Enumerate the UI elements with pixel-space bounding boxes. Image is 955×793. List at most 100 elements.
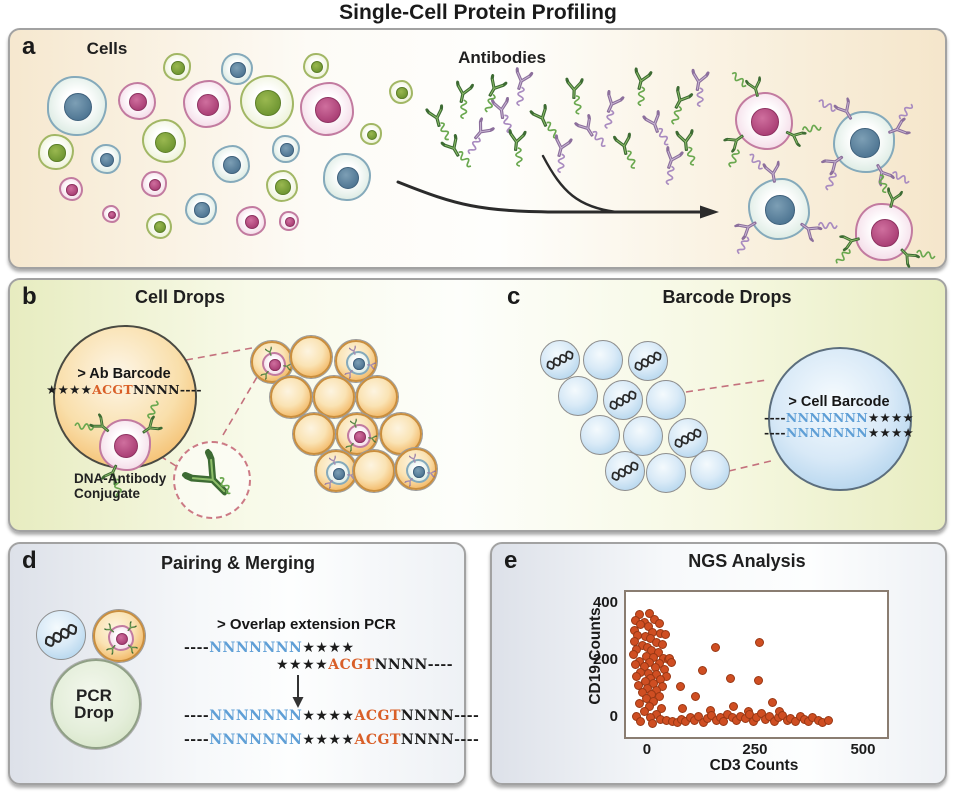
orange-droplet bbox=[293, 413, 335, 455]
cell-green bbox=[266, 170, 298, 202]
antibody-icon bbox=[820, 150, 848, 177]
antibody-icon bbox=[260, 369, 271, 381]
antibody-icon bbox=[839, 231, 863, 252]
antibody-icon bbox=[328, 455, 338, 466]
sequence-segment: ★★★★ bbox=[276, 657, 329, 673]
free-antibody-icon bbox=[656, 145, 685, 186]
antibody-icon bbox=[344, 368, 355, 380]
sequence-segment: ACGT bbox=[328, 657, 375, 673]
data-point bbox=[645, 701, 655, 711]
dna-tag-squiggle bbox=[817, 221, 838, 230]
x-tick-label: 250 bbox=[742, 741, 768, 758]
antibody-icon bbox=[832, 96, 858, 124]
antibody-icon bbox=[346, 471, 356, 480]
nucleus bbox=[315, 97, 341, 123]
data-point bbox=[725, 673, 735, 683]
antibody-icon bbox=[124, 620, 137, 633]
panel-e-letter: e bbox=[504, 547, 518, 574]
data-point bbox=[656, 703, 666, 713]
sequence-segment: ACGT bbox=[354, 708, 401, 724]
sequence-segment: NNNNNNN bbox=[209, 708, 303, 724]
nucleus bbox=[353, 358, 365, 370]
free-antibody-icon bbox=[547, 133, 573, 174]
nucleus bbox=[99, 152, 115, 168]
sequence-segment: ★★★★ bbox=[302, 640, 355, 656]
dna-helix-icon bbox=[607, 388, 639, 413]
blue-droplet bbox=[580, 415, 620, 455]
panel-e: e NGS Analysis 0 250 500 0 200 400 CD3 Counts… bbox=[490, 542, 947, 785]
nucleus bbox=[154, 131, 176, 153]
cell-teal bbox=[404, 453, 436, 487]
orange-droplet bbox=[315, 450, 357, 492]
free-antibody-icon bbox=[490, 96, 514, 134]
panel-b-letter: b bbox=[22, 283, 37, 310]
cell-pink bbox=[835, 173, 936, 269]
free-antibody-icon bbox=[505, 128, 527, 168]
data-point bbox=[639, 706, 649, 716]
barcode-drop-zoom-circle bbox=[768, 347, 912, 491]
data-point bbox=[667, 657, 677, 667]
sequence-segment: ---- bbox=[454, 732, 480, 748]
data-point bbox=[644, 608, 654, 618]
data-point bbox=[636, 717, 646, 727]
data-point bbox=[729, 702, 739, 712]
nucleus bbox=[194, 202, 210, 218]
cell-pink bbox=[103, 620, 139, 656]
dna-tag-squiggle bbox=[876, 172, 891, 194]
dna-tag-squiggle bbox=[726, 147, 741, 169]
cell-green bbox=[146, 213, 172, 239]
antibodies-label: Antibodies bbox=[458, 48, 546, 67]
dna-tag-squiggle bbox=[816, 97, 838, 114]
data-point bbox=[676, 681, 686, 691]
data-point bbox=[629, 650, 639, 660]
dna-tag-squiggle bbox=[833, 246, 853, 267]
blue-droplet bbox=[605, 451, 645, 491]
cell-pink bbox=[74, 400, 163, 499]
antibody-icon bbox=[345, 441, 356, 453]
nucleus bbox=[275, 179, 291, 195]
figure-title: Single-Cell Protein Profiling bbox=[339, 1, 617, 24]
antibody-icon bbox=[408, 453, 418, 464]
data-point bbox=[648, 718, 658, 728]
blue-droplet bbox=[646, 380, 686, 420]
cell-teal bbox=[47, 76, 107, 136]
cell-teal bbox=[221, 53, 253, 85]
antibody-icon bbox=[762, 160, 783, 184]
cell-teal bbox=[272, 135, 300, 163]
cells-label: Cells bbox=[86, 39, 128, 58]
cell-green bbox=[303, 53, 329, 79]
dna-tag-squiggle bbox=[112, 478, 124, 499]
y-tick-label: 0 bbox=[609, 708, 618, 726]
antibody-icon bbox=[138, 415, 164, 440]
cell-pink bbox=[141, 171, 167, 197]
blue-droplet bbox=[558, 376, 598, 416]
cell-green bbox=[360, 123, 382, 145]
conjugate-antibody-icon bbox=[180, 447, 241, 508]
panel-c-title: Barcode Drops bbox=[662, 287, 792, 307]
blue-droplet bbox=[540, 340, 580, 380]
cell-barcode-sequence: ----NNNNNNN★★★★ bbox=[764, 426, 914, 440]
y-tick-label: 200 bbox=[592, 650, 618, 668]
sequence-segment: NNNN bbox=[374, 657, 428, 673]
dna-tag-squiggle bbox=[890, 169, 912, 186]
data-point bbox=[824, 715, 834, 725]
free-antibody-icon bbox=[686, 68, 710, 108]
cell-green bbox=[163, 53, 191, 81]
nucleus bbox=[230, 62, 246, 78]
antibody-icon bbox=[886, 117, 912, 141]
antibody-icon bbox=[733, 215, 761, 241]
panel-d: d Pairing & Merging PCR Drop > Overlap e… bbox=[8, 542, 479, 785]
sequence-segment: ACGT bbox=[92, 382, 133, 397]
dna-tag-squiggle bbox=[824, 171, 839, 193]
free-antibody-icon bbox=[564, 77, 584, 115]
nucleus bbox=[285, 217, 295, 227]
dna-helix-icon bbox=[632, 349, 664, 374]
blue-droplet bbox=[628, 341, 668, 381]
antibody-icon bbox=[783, 124, 808, 147]
sequence-segment: ★★★★ bbox=[46, 382, 93, 397]
nucleus bbox=[255, 90, 281, 116]
cell-pink bbox=[102, 205, 120, 223]
antibody-icon bbox=[282, 362, 292, 371]
sequence-segment: ACGT bbox=[354, 732, 401, 748]
sequence-segment: ---- bbox=[427, 657, 454, 673]
